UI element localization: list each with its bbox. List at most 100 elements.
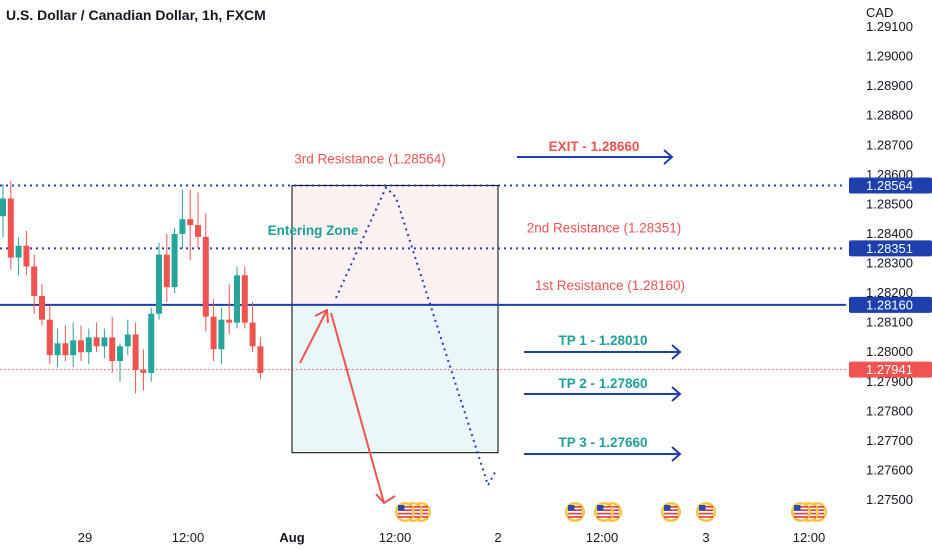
price-label-bg bbox=[849, 177, 932, 194]
price-tick: 1.27600 bbox=[866, 462, 913, 477]
currency-label: CAD bbox=[866, 5, 893, 20]
price-tick: 1.28100 bbox=[866, 315, 913, 330]
price-tick: 1.28900 bbox=[866, 78, 913, 93]
target-label: TP 2 - 1.27860 bbox=[558, 376, 647, 391]
us-flag-icon bbox=[395, 502, 415, 522]
time-tick: Aug bbox=[279, 530, 304, 545]
candle-body bbox=[62, 343, 69, 356]
candle-body bbox=[148, 313, 155, 373]
flag-canton bbox=[794, 505, 801, 511]
candle-body bbox=[218, 319, 225, 350]
level-label: 3rd Resistance (1.28564) bbox=[294, 151, 446, 166]
time-tick: 12:00 bbox=[172, 530, 205, 545]
candle-body bbox=[15, 245, 22, 258]
resistance-zone bbox=[291, 184, 499, 306]
flag-stripe bbox=[699, 516, 713, 518]
flag-stripe bbox=[699, 506, 713, 508]
candle-body bbox=[195, 225, 201, 237]
candle-body bbox=[187, 219, 194, 226]
us-flag-icon bbox=[565, 502, 585, 522]
candle-body bbox=[23, 245, 30, 267]
candle-body bbox=[7, 198, 14, 258]
flag-stripe bbox=[597, 516, 611, 518]
price-tick: 1.27500 bbox=[866, 492, 913, 507]
candle-body bbox=[241, 275, 248, 323]
flag-canton bbox=[568, 505, 575, 511]
target-label: EXIT - 1.28660 bbox=[549, 139, 640, 154]
flag-stripe bbox=[664, 512, 678, 515]
time-tick: 12:00 bbox=[586, 530, 619, 545]
target-arrow-head bbox=[671, 386, 682, 402]
flag-stripe bbox=[398, 509, 412, 511]
target-arrow-head bbox=[663, 149, 674, 165]
price-tick: 1.28400 bbox=[866, 226, 913, 241]
candle-body bbox=[249, 322, 256, 347]
price-tick: 1.28500 bbox=[866, 196, 913, 211]
candle-body bbox=[101, 337, 108, 347]
time-tick: 12:00 bbox=[793, 530, 826, 545]
target-arrow-head bbox=[671, 344, 682, 360]
flag-stripe bbox=[568, 506, 582, 508]
up-arrow bbox=[299, 309, 328, 364]
flag-stripe bbox=[597, 509, 611, 511]
flag-stripe bbox=[794, 516, 808, 518]
flag-canton bbox=[664, 505, 671, 511]
candle-body bbox=[31, 266, 38, 297]
price-tick: 1.29100 bbox=[866, 19, 913, 34]
candle-body bbox=[117, 346, 123, 362]
price-tick: 1.28300 bbox=[866, 256, 913, 271]
price-tick: 1.28700 bbox=[866, 137, 913, 152]
down-arrow bbox=[330, 312, 385, 504]
flag-canton bbox=[597, 505, 604, 511]
flag-stripe bbox=[568, 516, 582, 518]
candle-body bbox=[163, 254, 170, 288]
candle-body bbox=[70, 340, 77, 356]
candle-body bbox=[109, 337, 116, 362]
price-label: 1.27941 bbox=[866, 362, 913, 377]
candle-body bbox=[124, 334, 131, 347]
candle-body bbox=[156, 254, 162, 314]
candle-body bbox=[93, 337, 100, 347]
time-axis[interactable]: 29 12:00 Aug 12:00 2 12:00 3 12:00 bbox=[78, 530, 826, 545]
price-tick: 1.28200 bbox=[866, 285, 913, 300]
price-label-bg bbox=[849, 240, 932, 257]
flag-stripe bbox=[664, 506, 678, 508]
time-tick: 3 bbox=[702, 530, 709, 545]
flag-stripe bbox=[664, 509, 678, 511]
price-axis-bg bbox=[846, 0, 932, 550]
target-label: TP 3 - 1.27660 bbox=[558, 435, 647, 450]
entry-zone bbox=[291, 304, 499, 454]
target-label: TP 1 - 1.28010 bbox=[558, 333, 647, 348]
price-tick: 1.29000 bbox=[866, 49, 913, 64]
flag-stripe bbox=[794, 512, 808, 515]
level-label: 1st Resistance (1.28160) bbox=[535, 278, 685, 293]
chart-title: U.S. Dollar / Canadian Dollar, 1h, FXCM bbox=[6, 7, 266, 23]
flag-canton bbox=[699, 505, 706, 511]
us-flag-icon bbox=[594, 502, 614, 522]
flag-stripe bbox=[699, 509, 713, 511]
down-arrow-head bbox=[375, 493, 396, 505]
levels: 3rd Resistance (1.28564) 2nd Resistance (… bbox=[0, 151, 846, 371]
price-label: 1.28351 bbox=[866, 241, 913, 256]
candle-body bbox=[78, 340, 84, 353]
candle-body bbox=[234, 275, 240, 323]
us-flag-icon bbox=[661, 502, 681, 522]
price-tick: 1.28800 bbox=[866, 108, 913, 123]
flag-stripe bbox=[398, 512, 412, 515]
us-flag-icon bbox=[791, 502, 811, 522]
up-arrow-head bbox=[314, 308, 329, 324]
time-tick: 2 bbox=[494, 530, 501, 545]
candle-body bbox=[132, 334, 139, 370]
flag-stripe bbox=[568, 509, 582, 511]
candle-body bbox=[39, 296, 45, 320]
candle-body bbox=[257, 346, 264, 373]
candle-body bbox=[54, 343, 61, 356]
flag-stripe bbox=[398, 506, 412, 508]
candle-body bbox=[140, 369, 147, 373]
price-label-bg bbox=[849, 296, 932, 313]
candle-body bbox=[0, 198, 6, 217]
flag-stripe bbox=[398, 516, 412, 518]
flag-stripe bbox=[794, 506, 808, 508]
